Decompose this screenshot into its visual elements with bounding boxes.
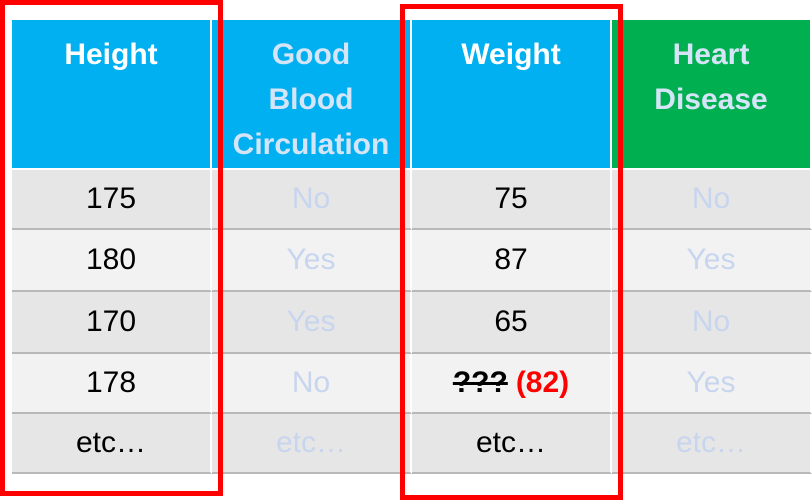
estimated-value: (82) <box>515 366 570 399</box>
table-cell: etc… <box>612 414 812 474</box>
missing-value: ??? <box>452 366 508 399</box>
table-cell: 175 <box>12 170 212 230</box>
table-cell: 170 <box>12 292 212 354</box>
table-cell: 75 <box>412 170 612 230</box>
table-cell: Yes <box>212 230 412 292</box>
table-cell: etc… <box>212 414 412 474</box>
table-cell: Yes <box>612 354 812 414</box>
header-weight: Weight <box>412 20 612 170</box>
table-cell: No <box>212 170 412 230</box>
table-cell: 87 <box>412 230 612 292</box>
table-cell: 65 <box>412 292 612 354</box>
header-good-blood-circulation: Good Blood Circulation <box>212 20 412 170</box>
header-height: Height <box>12 20 212 170</box>
table-cell: Yes <box>212 292 412 354</box>
header-heart-disease: Heart Disease <box>612 20 812 170</box>
table-cell: Yes <box>612 230 812 292</box>
table-cell: No <box>212 354 412 414</box>
table-cell: etc… <box>412 414 612 474</box>
highlight-box-weight <box>400 4 623 500</box>
table-cell: No <box>612 170 812 230</box>
data-table: Height Good Blood Circulation Weight Hea… <box>10 20 812 474</box>
table-cell: etc… <box>12 414 212 474</box>
table-cell: 178 <box>12 354 212 414</box>
table-cell: 180 <box>12 230 212 292</box>
table-cell: No <box>612 292 812 354</box>
highlight-box-height <box>0 0 223 496</box>
missing-weight-cell: ??? (82) <box>412 354 612 414</box>
